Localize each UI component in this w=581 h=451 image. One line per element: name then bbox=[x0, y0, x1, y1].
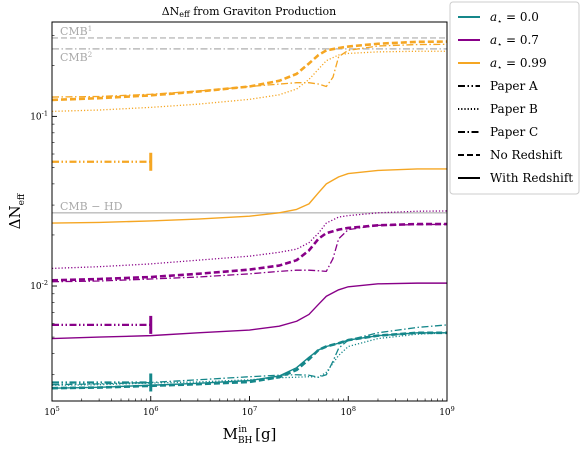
reference-lines: CMB1 CMB2 CMB − HD bbox=[52, 25, 447, 214]
tick-label: 106 bbox=[143, 405, 159, 418]
tick-label: 10-2 bbox=[30, 279, 48, 292]
reference-line-label: CMB − HD bbox=[60, 200, 123, 213]
reference-line-label: CMB2 bbox=[60, 51, 92, 64]
series-line bbox=[52, 168, 447, 224]
x-axis-label: MBHin [g] bbox=[223, 425, 277, 446]
tick-label: 105 bbox=[44, 405, 60, 418]
legend-label: a⋆ = 0.7 bbox=[490, 33, 539, 49]
legend: a⋆ = 0.0 a⋆ = 0.7 a⋆ = 0.99 Paper A Paper B P… bbox=[449, 1, 580, 195]
tick-label: 10-1 bbox=[30, 109, 48, 122]
series-line bbox=[52, 40, 447, 102]
series-line bbox=[52, 50, 447, 113]
series-line bbox=[52, 210, 447, 270]
series-line bbox=[52, 324, 447, 386]
x-axis-label-text: MBHin [g] bbox=[223, 425, 277, 446]
series-line bbox=[52, 332, 447, 386]
series-layer bbox=[52, 40, 447, 392]
legend-label: With Redshift bbox=[490, 171, 573, 185]
series-line bbox=[52, 222, 447, 282]
legend-label: Paper B bbox=[490, 102, 538, 116]
legend-label: a⋆ = 0.0 bbox=[490, 10, 539, 26]
legend-label: No Redshift bbox=[490, 148, 563, 162]
plot-area bbox=[52, 22, 447, 401]
series-line bbox=[52, 223, 447, 283]
legend-label: Paper C bbox=[490, 125, 538, 139]
legend-label: a⋆ = 0.99 bbox=[490, 56, 547, 72]
series-line bbox=[52, 332, 447, 389]
legend-frame bbox=[449, 1, 580, 195]
tick-label: 109 bbox=[439, 405, 455, 418]
plot-frame bbox=[51, 21, 448, 402]
chart-title: ΔNeff from Graviton Production bbox=[162, 5, 337, 19]
reference-line-label: CMB1 bbox=[60, 25, 92, 38]
tick-label: 108 bbox=[340, 405, 356, 418]
legend-label: Paper A bbox=[490, 79, 538, 93]
y-axis-label-text: ΔNeff bbox=[6, 193, 27, 229]
series-line bbox=[52, 282, 447, 340]
axis-ticks: 105 106 107 108 109 10-2 10-1 bbox=[30, 35, 455, 418]
y-axis-label: ΔNeff bbox=[6, 193, 27, 229]
tick-label: 107 bbox=[242, 405, 258, 418]
